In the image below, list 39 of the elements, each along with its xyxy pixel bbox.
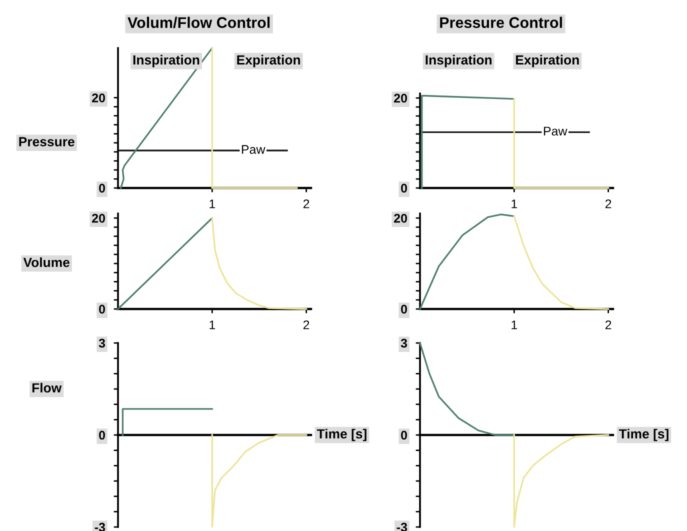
y-tick-label: 0	[99, 184, 105, 193]
y-tick-label: 20	[394, 214, 407, 223]
x-tick-label: 1	[210, 200, 216, 208]
ref-line-label: Paw	[242, 145, 266, 154]
x-tick-label: 2	[605, 320, 612, 330]
y-tick-label: 20	[394, 94, 407, 103]
y-axis-title: Pressure	[19, 137, 74, 146]
y-tick-label: 0	[401, 304, 407, 314]
y-tick-label: 3	[400, 338, 408, 348]
y-tick-label: 20	[92, 93, 105, 102]
line-series	[120, 47, 213, 189]
x-tick-label: 2	[303, 199, 310, 208]
annotation: Expiration	[237, 54, 300, 68]
y-tick-label: 20	[92, 214, 105, 223]
y-tick-label: 0	[99, 304, 105, 314]
y-tick-label: 0	[401, 184, 407, 193]
ref-line-label: Paw	[544, 126, 568, 136]
y-axis-title: Volume	[23, 257, 70, 268]
line-series	[211, 217, 308, 310]
chart-title: Volum/Flow Control	[128, 16, 270, 28]
chart-title: Pressure Control	[440, 16, 562, 28]
line-series	[211, 434, 308, 528]
x-tick-label: 1	[512, 200, 518, 208]
y-axis-title: Flow	[32, 382, 62, 393]
line-series	[513, 434, 610, 528]
x-axis-title: Time [s]	[618, 428, 668, 442]
annotation: Inspiration	[133, 54, 200, 68]
x-tick-label: 1	[210, 320, 216, 330]
x-tick-label: 2	[605, 199, 612, 208]
line-series	[419, 342, 515, 436]
y-tick-label: 3	[98, 338, 106, 348]
x-axis-title: Time [s]	[316, 428, 366, 442]
y-tick-label: 0	[401, 430, 407, 440]
line-series	[513, 215, 610, 310]
x-tick-label: 2	[303, 320, 310, 330]
y-tick-label: 0	[99, 430, 105, 440]
text: Expiration	[516, 54, 579, 68]
text: Inspiration	[426, 54, 492, 68]
x-tick-label: 1	[512, 320, 518, 330]
